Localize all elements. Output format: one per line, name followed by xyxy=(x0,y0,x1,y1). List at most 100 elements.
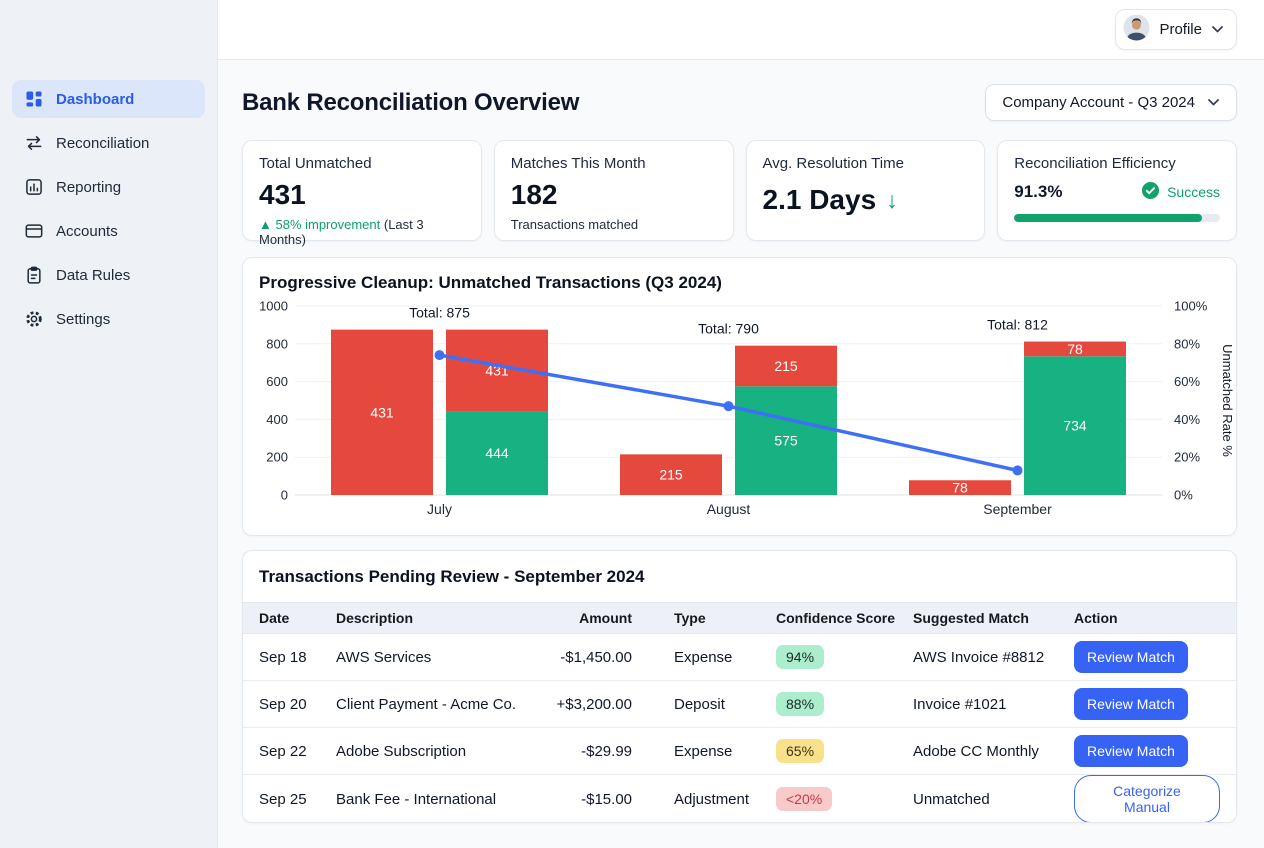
table-row: Sep 18AWS Services-$1,450.00Expense94%AW… xyxy=(243,634,1236,681)
left-axis-tick: 400 xyxy=(266,412,288,427)
settings-icon xyxy=(24,309,44,329)
cell-type: Adjustment xyxy=(674,791,776,808)
data-rules-icon xyxy=(24,265,44,285)
column-header-amount: Amount xyxy=(556,610,674,626)
cell-description: Client Payment - Acme Co. xyxy=(336,696,556,713)
column-header-action: Action xyxy=(1074,610,1220,626)
topbar: Profile xyxy=(218,0,1264,60)
sidebar-item-dashboard[interactable]: Dashboard xyxy=(12,80,205,118)
stat-label: Total Unmatched xyxy=(259,155,465,172)
cell-action: Review Match xyxy=(1074,688,1220,720)
table-header-row: DateDescriptionAmountTypeConfidence Scor… xyxy=(243,602,1236,634)
stat-card-total-unmatched: Total Unmatched 431 ▲ 58% improvement (L… xyxy=(242,140,482,241)
stat-label: Matches This Month xyxy=(511,155,717,172)
left-axis-tick: 1000 xyxy=(259,301,288,314)
cell-description: Adobe Subscription xyxy=(336,743,556,760)
efficiency-progress-fill xyxy=(1014,214,1202,222)
profile-label: Profile xyxy=(1159,21,1202,38)
cell-action: Categorize Manual xyxy=(1074,775,1220,823)
cell-amount: -$29.99 xyxy=(556,743,674,760)
bar-label: 444 xyxy=(485,445,509,461)
efficiency-value: 91.3% xyxy=(1014,182,1062,202)
cell-type: Expense xyxy=(674,649,776,666)
bar-label: 78 xyxy=(1067,341,1083,357)
cleanup-chart-card: Progressive Cleanup: Unmatched Transacti… xyxy=(242,257,1237,536)
confidence-badge: <20% xyxy=(776,787,832,811)
right-axis-tick: 20% xyxy=(1174,450,1200,465)
column-header-date: Date xyxy=(259,610,336,626)
line-point xyxy=(724,401,734,411)
left-axis-tick: 200 xyxy=(266,450,288,465)
left-axis-tick: 800 xyxy=(266,336,288,351)
trend-down-arrow: ↓ xyxy=(886,187,898,214)
sidebar-item-data-rules[interactable]: Data Rules xyxy=(12,256,205,294)
cell-amount: -$1,450.00 xyxy=(556,649,674,666)
line-point xyxy=(435,350,445,360)
line-point xyxy=(1013,465,1023,475)
cell-type: Expense xyxy=(674,743,776,760)
cell-description: Bank Fee - International xyxy=(336,791,556,808)
cell-amount: +$3,200.00 xyxy=(556,696,674,713)
column-header-description: Description xyxy=(336,610,556,626)
cell-description: AWS Services xyxy=(336,649,556,666)
x-axis-label: August xyxy=(707,501,751,517)
cell-suggested-match: Adobe CC Monthly xyxy=(913,743,1074,760)
sidebar-item-label: Accounts xyxy=(56,223,118,240)
review-match-button[interactable]: Review Match xyxy=(1074,688,1188,720)
column-header-suggested-match: Suggested Match xyxy=(913,610,1074,626)
review-match-button[interactable]: Review Match xyxy=(1074,641,1188,673)
profile-button[interactable]: Profile xyxy=(1115,9,1237,50)
status-badge: Success xyxy=(1141,181,1220,203)
stat-value: 182 xyxy=(511,179,717,211)
sidebar-item-accounts[interactable]: Accounts xyxy=(12,212,205,250)
stat-value: 2.1 Days xyxy=(763,184,877,216)
review-match-button[interactable]: Review Match xyxy=(1074,735,1188,767)
stat-cards: Total Unmatched 431 ▲ 58% improvement (L… xyxy=(242,140,1237,241)
stat-value: 431 xyxy=(259,179,465,211)
cell-type: Deposit xyxy=(674,696,776,713)
chart-title: Progressive Cleanup: Unmatched Transacti… xyxy=(259,273,1220,293)
stat-label: Avg. Resolution Time xyxy=(763,155,969,172)
page-title: Bank Reconciliation Overview xyxy=(242,89,579,117)
bar-label: 575 xyxy=(774,433,798,449)
account-selector[interactable]: Company Account - Q3 2024 xyxy=(985,84,1237,121)
total-label: Total: 790 xyxy=(698,321,759,337)
improvement-text: ▲ 58% improvement xyxy=(259,217,380,232)
cleanup-chart: 00%20020%40040%60060%80080%1000100%Unmat… xyxy=(259,301,1234,523)
total-label: Total: 875 xyxy=(409,305,470,321)
sidebar-item-reporting[interactable]: Reporting xyxy=(12,168,205,206)
sidebar-item-label: Reporting xyxy=(56,179,121,196)
cell-action: Review Match xyxy=(1074,641,1220,673)
column-header-confidence-score: Confidence Score xyxy=(776,610,913,626)
left-axis-tick: 600 xyxy=(266,374,288,389)
cell-action: Review Match xyxy=(1074,735,1220,767)
accounts-icon xyxy=(24,221,44,241)
account-selector-value: Company Account - Q3 2024 xyxy=(1002,94,1195,111)
reconciliation-icon xyxy=(24,133,44,153)
cell-date: Sep 22 xyxy=(259,743,336,760)
main-content: Bank Reconciliation Overview Company Acc… xyxy=(218,60,1264,823)
stat-label: Reconciliation Efficiency xyxy=(1014,155,1220,172)
cell-date: Sep 18 xyxy=(259,649,336,666)
confidence-badge: 88% xyxy=(776,692,824,716)
table-row: Sep 25Bank Fee - International-$15.00Adj… xyxy=(243,775,1236,822)
sidebar-item-label: Settings xyxy=(56,311,110,328)
cell-suggested-match: AWS Invoice #8812 xyxy=(913,649,1074,666)
confidence-badge: 65% xyxy=(776,739,824,763)
cell-suggested-match: Unmatched xyxy=(913,791,1074,808)
dashboard-icon xyxy=(24,89,44,109)
cell-confidence: 88% xyxy=(776,692,913,716)
stat-card-efficiency: Reconciliation Efficiency 91.3% Success xyxy=(997,140,1237,241)
right-axis-tick: 40% xyxy=(1174,412,1200,427)
stat-card-matches-month: Matches This Month 182 Transactions matc… xyxy=(494,140,734,241)
chevron-down-icon xyxy=(1207,94,1220,111)
sidebar-item-reconciliation[interactable]: Reconciliation xyxy=(12,124,205,162)
cell-date: Sep 20 xyxy=(259,696,336,713)
cell-suggested-match: Invoice #1021 xyxy=(913,696,1074,713)
categorize-manual-button[interactable]: Categorize Manual xyxy=(1074,775,1220,823)
sidebar-item-settings[interactable]: Settings xyxy=(12,300,205,338)
bar-label: 431 xyxy=(370,404,394,420)
left-axis-tick: 0 xyxy=(281,488,288,503)
right-axis-tick: 100% xyxy=(1174,301,1208,314)
cell-confidence: 94% xyxy=(776,645,913,669)
